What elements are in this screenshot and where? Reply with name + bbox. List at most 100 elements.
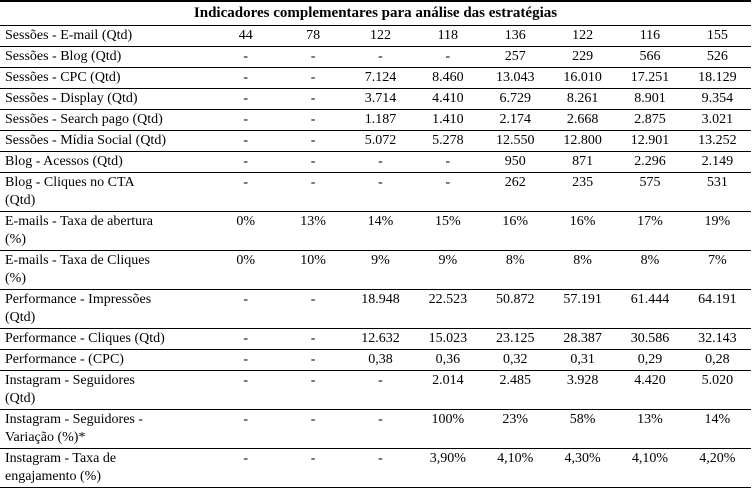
cell-value: 0,38: [346, 349, 415, 371]
table-row: Performance - (CPC) - - 0,38 0,36 0,32 0…: [0, 349, 751, 371]
cell-value: 5.072: [346, 130, 415, 152]
cell-value: 14%: [346, 211, 415, 251]
table-row: E-mails - Taxa de abertura (%) 0% 13% 14…: [0, 211, 751, 251]
table-row: Sessões - CPC (Qtd) - - 7.124 8.460 13.0…: [0, 67, 751, 89]
cell-value: -: [279, 448, 347, 488]
cell-value: 64.191: [683, 289, 751, 329]
cell-value: 229: [548, 46, 617, 68]
row-label: Performance - Impressões (Qtd): [0, 289, 212, 329]
cell-value: 16%: [548, 211, 617, 251]
cell-value: 23.125: [481, 328, 549, 350]
cell-value: 32.143: [683, 328, 751, 350]
cell-value: -: [212, 289, 280, 329]
cell-value: 262: [481, 172, 549, 212]
cell-value: 9%: [414, 250, 482, 290]
cell-value: 50.872: [481, 289, 549, 329]
cell-value: 9.354: [683, 88, 751, 110]
cell-value: 118: [414, 25, 482, 47]
cell-value: 4,10%: [616, 448, 684, 488]
cell-value: 4,10%: [481, 448, 549, 488]
row-label: Sessões - Search pago (Qtd): [0, 109, 212, 131]
cell-value: -: [212, 172, 280, 212]
table-row: Sessões - Search pago (Qtd) - - 1.187 1.…: [0, 109, 751, 131]
cell-value: 8%: [481, 250, 549, 290]
cell-value: 12.800: [548, 130, 617, 152]
cell-value: -: [346, 46, 415, 68]
cell-value: -: [414, 151, 482, 173]
cell-value: 4.420: [616, 370, 684, 410]
cell-value: 18.129: [683, 67, 751, 89]
cell-value: 1.410: [414, 109, 482, 131]
cell-value: 531: [683, 172, 751, 212]
cell-value: 12.901: [616, 130, 684, 152]
table-row: Sessões - E-mail (Qtd) 44 78 122 118 136…: [0, 25, 751, 47]
cell-value: 100%: [414, 409, 482, 449]
row-label: E-mails - Taxa de abertura (%): [0, 211, 212, 251]
table-row: Instagram - Seguidores - Variação (%)* -…: [0, 409, 751, 449]
table-row: Instagram - Seguidores (Qtd) - - - 2.014…: [0, 370, 751, 410]
cell-value: 566: [616, 46, 684, 68]
cell-value: 13%: [616, 409, 684, 449]
table-row: Performance - Impressões (Qtd) - - 18.94…: [0, 289, 751, 329]
cell-value: 10%: [279, 250, 347, 290]
cell-value: 0%: [212, 250, 280, 290]
cell-value: 3.714: [346, 88, 415, 110]
cell-value: -: [346, 172, 415, 212]
cell-value: -: [212, 448, 280, 488]
cell-value: -: [279, 88, 347, 110]
table-title: Indicadores complementares para análise …: [0, 1, 751, 26]
cell-value: 122: [346, 25, 415, 47]
cell-value: 6.729: [481, 88, 549, 110]
cell-value: 3,90%: [414, 448, 482, 488]
cell-value: -: [212, 88, 280, 110]
row-label: Sessões - Blog (Qtd): [0, 46, 212, 68]
cell-value: 22.523: [414, 289, 482, 329]
row-label: Sessões - E-mail (Qtd): [0, 25, 212, 47]
cell-value: 155: [683, 25, 751, 47]
cell-value: 57.191: [548, 289, 617, 329]
cell-value: 4.410: [414, 88, 482, 110]
cell-value: -: [279, 130, 347, 152]
cell-value: 8%: [548, 250, 617, 290]
cell-value: -: [279, 409, 347, 449]
cell-value: -: [346, 409, 415, 449]
cell-value: 2.668: [548, 109, 617, 131]
row-label: Blog - Cliques no CTA (Qtd): [0, 172, 212, 212]
cell-value: 871: [548, 151, 617, 173]
cell-value: -: [279, 67, 347, 89]
cell-value: 8%: [616, 250, 684, 290]
cell-value: 257: [481, 46, 549, 68]
cell-value: 19%: [683, 211, 751, 251]
cell-value: 0%: [212, 211, 280, 251]
cell-value: 3.928: [548, 370, 617, 410]
cell-value: 5.278: [414, 130, 482, 152]
cell-value: 8.901: [616, 88, 684, 110]
cell-value: 14%: [683, 409, 751, 449]
row-label: Performance - (CPC): [0, 349, 212, 371]
row-label: Performance - Cliques (Qtd): [0, 328, 212, 350]
cell-value: 13.043: [481, 67, 549, 89]
cell-value: -: [279, 172, 347, 212]
cell-value: 7%: [683, 250, 751, 290]
cell-value: 23%: [481, 409, 549, 449]
cell-value: -: [414, 172, 482, 212]
row-label: Instagram - Taxa de engajamento (%): [0, 448, 212, 488]
cell-value: 950: [481, 151, 549, 173]
table-row: Blog - Acessos (Qtd) - - - - 950 871 2.2…: [0, 151, 751, 173]
cell-value: 526: [683, 46, 751, 68]
cell-value: 17%: [616, 211, 684, 251]
table-row: Sessões - Blog (Qtd) - - - - 257 229 566…: [0, 46, 751, 68]
cell-value: -: [212, 67, 280, 89]
row-label: E-mails - Taxa de Cliques (%): [0, 250, 212, 290]
cell-value: 16%: [481, 211, 549, 251]
cell-value: -: [212, 109, 280, 131]
cell-value: -: [279, 46, 347, 68]
row-label: Instagram - Seguidores (Qtd): [0, 370, 212, 410]
cell-value: 18.948: [346, 289, 415, 329]
cell-value: -: [414, 46, 482, 68]
cell-value: 0,31: [548, 349, 617, 371]
cell-value: 2.875: [616, 109, 684, 131]
cell-value: 0,36: [414, 349, 482, 371]
row-label: Instagram - Seguidores - Variação (%)*: [0, 409, 212, 449]
cell-value: 116: [616, 25, 684, 47]
